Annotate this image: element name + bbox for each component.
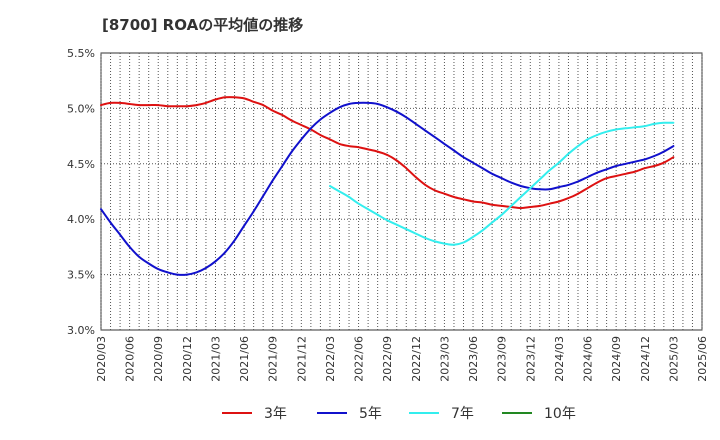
series-line-3	[329, 121, 675, 246]
y-tick-label: 4.0%	[67, 213, 95, 226]
x-tick-label: 2023/09	[496, 336, 509, 382]
x-tick-label: 2020/12	[181, 336, 194, 382]
x-tick-label: 2020/06	[124, 336, 137, 382]
x-tick-label: 2020/09	[152, 336, 165, 382]
x-tick-label: 2021/06	[238, 336, 251, 382]
x-tick-label: 2022/09	[381, 336, 394, 382]
x-tick-label: 2022/06	[353, 336, 366, 382]
x-tick-label: 2024/12	[639, 336, 652, 382]
x-tick-label: 2023/03	[438, 336, 451, 382]
series-lines	[100, 96, 675, 276]
grid-lines	[100, 53, 703, 330]
legend-label-2: 5年	[359, 406, 382, 422]
legend-label-4: 10年	[544, 406, 576, 422]
x-axis-ticks: 2020/03 2020/06 2020/09 2020/12 2021/03 2021/…	[95, 336, 709, 382]
x-tick-label: 2024/09	[610, 336, 623, 382]
x-tick-label: 2023/12	[524, 336, 537, 382]
x-tick-label: 2022/12	[410, 336, 423, 382]
x-tick-label: 2021/09	[267, 336, 280, 382]
y-tick-label: 5.0%	[67, 102, 95, 115]
x-tick-label: 2025/03	[667, 336, 680, 382]
legend: 3年 5年 7年 10年	[222, 406, 576, 422]
legend-label-3: 7年	[451, 406, 474, 422]
legend-label-1: 3年	[264, 406, 287, 422]
plot-area	[100, 52, 703, 331]
x-tick-label: 2021/03	[209, 336, 222, 382]
series-line-1	[100, 96, 675, 210]
x-tick-label: 2021/12	[295, 336, 308, 382]
x-tick-label: 2022/03	[324, 336, 337, 382]
x-tick-label: 2025/06	[696, 336, 709, 382]
x-tick-label: 2023/06	[467, 336, 480, 382]
y-tick-label: 5.5%	[67, 47, 95, 60]
x-tick-label: 2020/03	[95, 336, 108, 382]
x-tick-label: 2024/06	[582, 336, 595, 382]
x-tick-label: 2024/03	[553, 336, 566, 382]
y-tick-label: 3.5%	[67, 269, 95, 282]
chart-title: [8700] ROAの平均値の推移	[102, 16, 303, 34]
y-tick-label: 4.5%	[67, 158, 95, 171]
y-tick-label: 3.0%	[67, 324, 95, 337]
series-line-2	[100, 101, 675, 276]
y-axis-ticks: 3.0% 3.5% 4.0% 4.5% 5.0% 5.5%	[67, 47, 95, 337]
